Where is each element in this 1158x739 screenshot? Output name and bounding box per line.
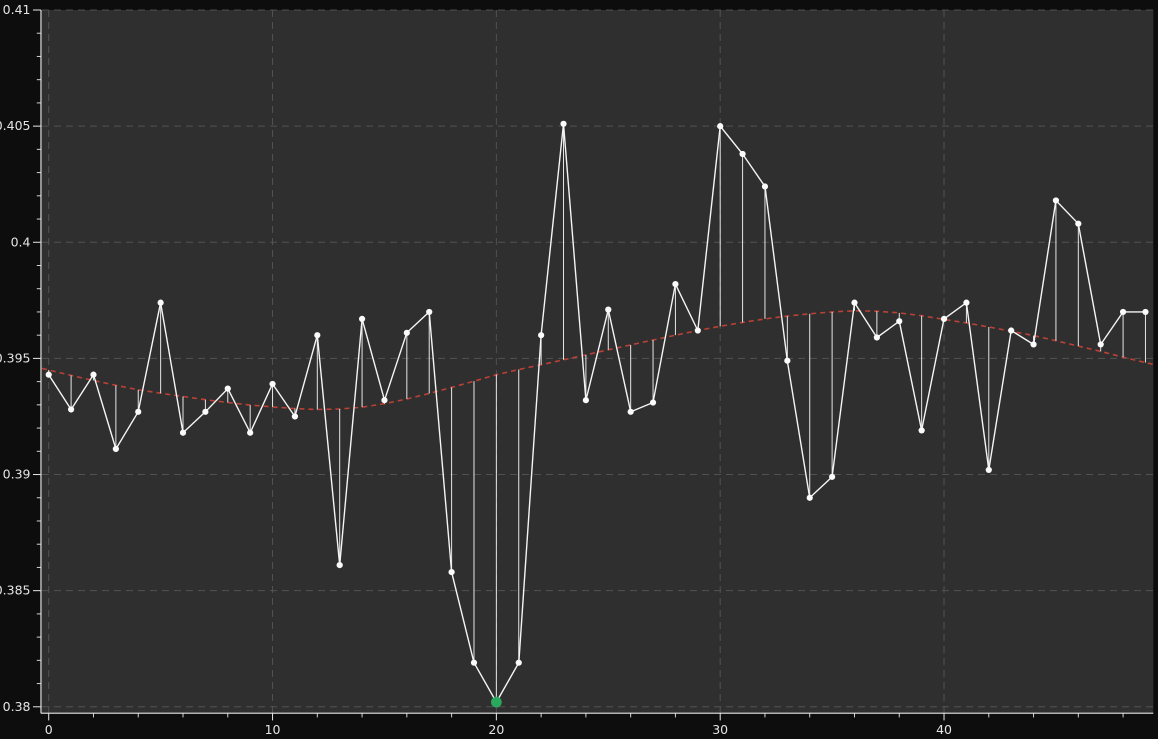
x-tick-label: 40 <box>936 722 952 737</box>
data-point-marker[interactable] <box>1119 308 1127 316</box>
y-tick-label: 0.405 <box>0 118 31 133</box>
data-point-marker[interactable] <box>694 327 701 334</box>
data-point-marker[interactable] <box>45 371 52 378</box>
data-point-marker[interactable] <box>560 120 567 127</box>
data-point-marker[interactable] <box>470 659 478 666</box>
data-point-marker[interactable] <box>940 315 948 323</box>
data-point-marker[interactable] <box>918 427 925 434</box>
data-point-marker[interactable] <box>873 334 880 341</box>
y-tick-label: 0.41 <box>3 2 31 17</box>
data-point-marker[interactable] <box>291 413 299 420</box>
x-tick-label: 20 <box>488 722 504 737</box>
highlight-point-marker[interactable] <box>490 696 502 708</box>
x-tick-label: 0 <box>45 722 53 737</box>
data-point-marker[interactable] <box>314 332 321 339</box>
data-point-marker[interactable] <box>627 408 634 415</box>
data-point-marker[interactable] <box>829 473 836 480</box>
data-point-marker[interactable] <box>985 466 992 473</box>
data-point-marker[interactable] <box>202 408 209 415</box>
series-line <box>48 123 1146 703</box>
data-point-marker[interactable] <box>806 494 813 501</box>
data-point-marker[interactable] <box>1052 197 1060 204</box>
x-tick-label: 30 <box>712 722 728 737</box>
data-point-marker[interactable] <box>179 429 187 436</box>
data-point-marker[interactable] <box>784 357 791 364</box>
data-point-marker[interactable] <box>381 397 388 404</box>
plot-area[interactable] <box>42 10 1154 713</box>
data-point-marker[interactable] <box>1075 220 1082 227</box>
data-point-marker[interactable] <box>1008 327 1015 334</box>
data-point-marker[interactable] <box>717 123 724 130</box>
data-point-marker[interactable] <box>67 406 75 413</box>
data-point-marker[interactable] <box>448 568 455 576</box>
data-point-marker[interactable] <box>426 308 433 316</box>
data-point-marker[interactable] <box>157 299 164 306</box>
data-point-marker[interactable] <box>896 318 903 325</box>
data-point-marker[interactable] <box>515 659 522 666</box>
x-tick-label: 10 <box>265 722 281 737</box>
data-point-marker[interactable] <box>358 315 366 323</box>
data-point-marker[interactable] <box>1097 341 1104 348</box>
data-point-marker[interactable] <box>605 306 612 313</box>
data-point-marker[interactable] <box>963 299 970 306</box>
data-point-marker[interactable] <box>135 408 142 415</box>
data-point-marker[interactable] <box>403 329 410 336</box>
y-tick-label: 0.38 <box>3 699 31 714</box>
data-point-marker[interactable] <box>672 280 679 288</box>
data-point-marker[interactable] <box>582 397 589 404</box>
data-point-marker[interactable] <box>1030 341 1037 348</box>
y-tick-label: 0.39 <box>3 467 31 482</box>
data-point-marker[interactable] <box>1142 308 1149 316</box>
data-point-marker[interactable] <box>247 429 254 436</box>
data-point-marker[interactable] <box>649 399 657 406</box>
data-point-marker[interactable] <box>538 332 545 339</box>
data-point-marker[interactable] <box>851 299 858 306</box>
y-tick-label: 0.385 <box>0 583 31 598</box>
y-tick-label: 0.395 <box>0 350 31 365</box>
y-tick-label: 0.4 <box>11 234 31 249</box>
data-point-marker[interactable] <box>112 445 119 453</box>
data-point-marker[interactable] <box>90 371 97 378</box>
data-point-marker[interactable] <box>761 183 769 190</box>
data-point-marker[interactable] <box>336 562 343 569</box>
data-point-marker[interactable] <box>224 385 231 392</box>
data-point-marker[interactable] <box>269 380 276 388</box>
data-point-marker[interactable] <box>739 150 746 158</box>
